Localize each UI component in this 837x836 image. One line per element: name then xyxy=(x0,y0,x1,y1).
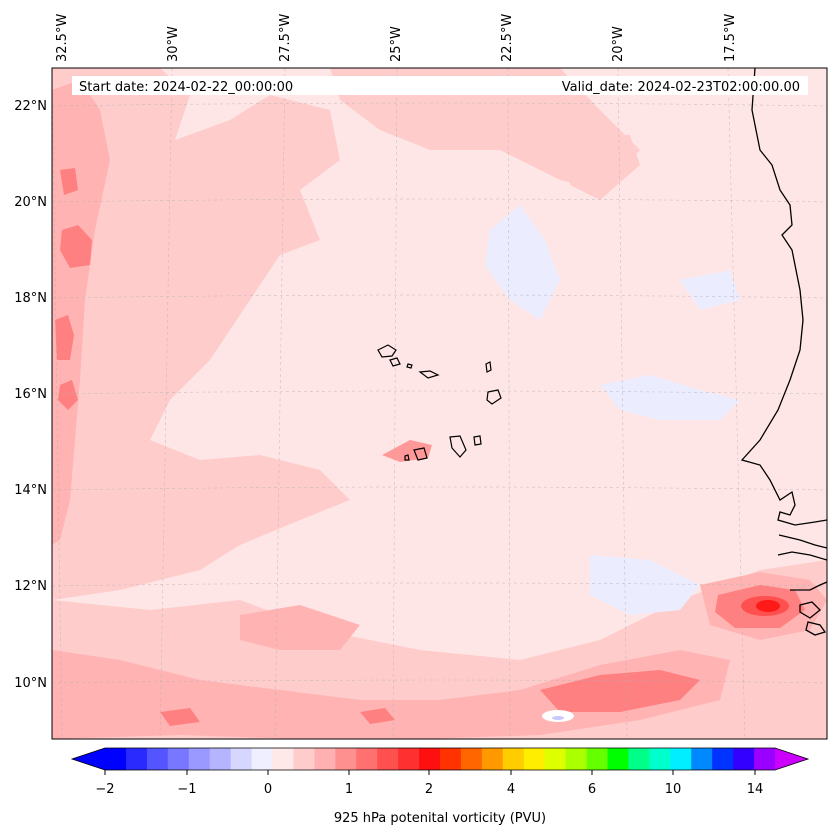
pv-blue-spot xyxy=(552,716,564,720)
colorbar-segment xyxy=(230,748,253,770)
lat-label: 10°N xyxy=(14,676,47,691)
lon-label: 27.5°W xyxy=(278,14,293,62)
colorbar-title: 925 hPa potenital vorticity (PVU) xyxy=(334,811,546,826)
pv-contour-mid-west-strip xyxy=(52,80,110,545)
colorbar-segment xyxy=(419,748,441,770)
colorbar-tick-label: 1 xyxy=(345,782,353,797)
colorbar-ticks: −2 −1 0 1 2 4 6 10 14 xyxy=(95,770,763,797)
colorbar-tick-label: 2 xyxy=(425,782,433,797)
colorbar-tick-label: 0 xyxy=(264,782,272,797)
colorbar-extend-low xyxy=(72,748,105,770)
colorbar-segment xyxy=(586,748,608,770)
colorbar-segment xyxy=(754,748,776,770)
start-date-text: Start date: 2024-02-22_00:00:00 xyxy=(79,80,293,95)
pv-contour-negative-3 xyxy=(590,555,700,615)
colorbar-segment xyxy=(167,748,190,770)
pv-contour-negative-1 xyxy=(485,205,560,320)
pv-contour-negative-2 xyxy=(600,375,740,420)
pv-contour-strong-west-3 xyxy=(58,380,78,410)
lon-label: 20°W xyxy=(611,26,626,62)
map-frame xyxy=(51,67,828,740)
colorbar-tick-label: −1 xyxy=(177,782,196,797)
colorbar-segment xyxy=(146,748,169,770)
lon-label: 32.5°W xyxy=(55,14,70,62)
lat-label: 20°N xyxy=(14,195,47,210)
pv-contour-strong-cv xyxy=(382,440,432,462)
lon-label: 22.5°W xyxy=(500,14,515,62)
gridlines xyxy=(52,68,827,739)
pv-contour-strong-west-2 xyxy=(55,315,74,360)
colorbar-segment xyxy=(607,748,629,770)
pv-peak-core xyxy=(756,600,780,612)
lon-label: 25°W xyxy=(389,26,404,62)
colorbar-segment xyxy=(460,748,483,770)
colorbar-segment xyxy=(314,748,336,770)
date-banner xyxy=(72,76,808,95)
longitude-labels: 32.5°W 30°W 27.5°W 25°W 22.5°W 20°W 17.5… xyxy=(55,14,738,62)
colorbar-segment xyxy=(544,748,567,770)
colorbar-segment xyxy=(712,748,734,770)
colorbar-segment xyxy=(105,748,127,770)
colorbar-segment xyxy=(481,748,504,770)
colorbar-segment xyxy=(670,748,692,770)
lat-label: 12°N xyxy=(14,579,47,594)
pv-contour-strong-south-3 xyxy=(360,708,395,724)
lat-label: 14°N xyxy=(14,483,47,498)
colorbar-segment xyxy=(628,748,650,770)
pv-contour-negative-4 xyxy=(680,270,740,310)
pv-contour-strong-south-2 xyxy=(160,708,200,726)
colorbar-segment xyxy=(398,748,420,770)
pv-contour-light-north xyxy=(330,68,640,190)
colorbar-segment xyxy=(502,748,525,770)
pv-contour-strong-west-1 xyxy=(60,225,92,268)
colorbar-segment xyxy=(188,748,211,770)
colorbar-segment xyxy=(565,748,588,770)
colorbar-tick-label: 14 xyxy=(747,782,764,797)
colorbar-tick-label: −2 xyxy=(95,782,114,797)
pv-contour-mid-south-central xyxy=(240,605,360,650)
colorbar-segment xyxy=(733,748,755,770)
colorbar-segment xyxy=(335,748,357,770)
pv-field xyxy=(52,68,827,739)
lon-label: 17.5°W xyxy=(723,14,738,62)
colorbar-segment xyxy=(272,748,294,770)
cape-verde-islands xyxy=(377,344,502,461)
africa-coastline xyxy=(740,68,827,636)
pv-contour-light-northeast xyxy=(570,135,640,200)
colorbar-segment xyxy=(649,748,671,770)
colorbar-tick-label: 4 xyxy=(507,782,515,797)
colorbar-segment xyxy=(209,748,232,770)
colorbar-segment xyxy=(125,748,148,770)
colorbar-segments xyxy=(105,748,776,770)
colorbar-segment xyxy=(377,748,399,770)
pv-contour-strong-west-4 xyxy=(60,168,78,195)
lat-label: 22°N xyxy=(14,99,47,114)
valid-date-text: Valid_date: 2024-02-23T02:00:00.00 xyxy=(562,80,800,95)
colorbar-tick-label: 10 xyxy=(665,782,682,797)
lat-label: 16°N xyxy=(14,387,47,402)
colorbar-segment xyxy=(251,748,273,770)
colorbar-segment xyxy=(440,748,462,770)
colorbar-extend-high xyxy=(775,748,808,770)
colorbar-tick-label: 6 xyxy=(588,782,596,797)
colorbar-segment xyxy=(356,748,378,770)
lat-label: 18°N xyxy=(14,291,47,306)
colorbar-segment xyxy=(523,748,546,770)
lon-label: 30°W xyxy=(166,26,181,62)
latitude-labels: 22°N 20°N 18°N 16°N 14°N 12°N 10°N xyxy=(14,99,47,691)
colorbar-segment xyxy=(293,748,315,770)
colorbar: −2 −1 0 1 2 4 6 10 14 925 hPa potenital … xyxy=(70,747,810,826)
colorbar-segment xyxy=(691,748,713,770)
